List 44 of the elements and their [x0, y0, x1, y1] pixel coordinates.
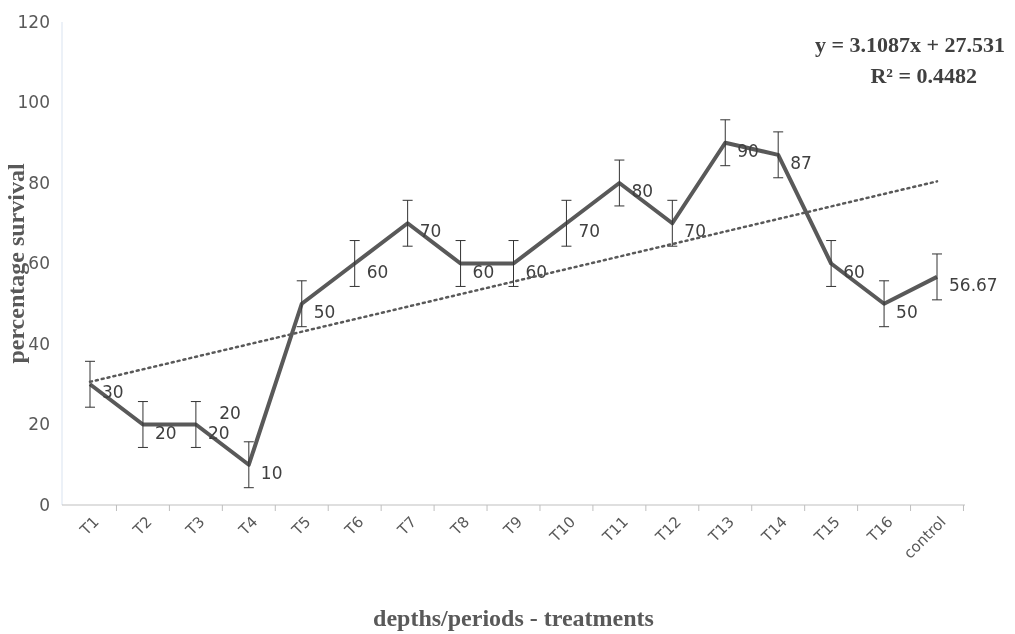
- x-tick-label: T10: [545, 512, 579, 547]
- data-label: 70: [419, 221, 442, 242]
- annotation: y = 3.1087x + 27.531: [814, 32, 1005, 57]
- data-label: 60: [366, 261, 389, 282]
- y-tick-label: 20: [28, 414, 50, 435]
- x-tick-label: T11: [598, 512, 632, 547]
- x-tick-label: T16: [863, 512, 897, 547]
- data-label: 10: [260, 462, 283, 483]
- y-tick-label: 100: [17, 92, 50, 113]
- x-tick-label: T9: [499, 512, 527, 540]
- data-label: 50: [896, 301, 918, 322]
- annotation: R² = 0.4482: [870, 63, 977, 88]
- data-label: 80: [631, 181, 654, 201]
- data-label: 30: [102, 382, 124, 403]
- data-label: 20: [207, 422, 230, 443]
- x-tick-label: T13: [704, 512, 738, 547]
- y-tick-label: 0: [39, 494, 50, 515]
- x-tick-label: T12: [651, 512, 685, 547]
- x-tick-label: T5: [287, 512, 315, 540]
- x-tick-label: T1: [75, 512, 103, 540]
- x-tick-label: T8: [446, 512, 474, 540]
- data-label: 70: [578, 221, 601, 242]
- annotation: 20: [219, 402, 241, 423]
- x-tick-label: T15: [810, 512, 844, 547]
- x-tick-label: T4: [234, 512, 262, 540]
- y-tick-label: 120: [17, 11, 50, 32]
- y-tick-label: 40: [28, 333, 50, 354]
- data-label: 20: [154, 422, 177, 443]
- y-tick-label: 60: [28, 253, 50, 274]
- data-label: 50: [313, 301, 336, 322]
- y-tick-label: 80: [28, 172, 50, 193]
- data-label: 60: [843, 261, 865, 282]
- data-label: 60: [525, 261, 548, 282]
- data-label: 87: [790, 152, 812, 173]
- y-axis-title: percentage survival: [3, 163, 29, 364]
- data-label: 56.67: [949, 274, 998, 295]
- x-tick-label: T14: [757, 512, 791, 547]
- x-tick-label: T3: [181, 512, 209, 540]
- x-tick-label: T6: [340, 512, 368, 540]
- x-tick-label: T7: [393, 512, 421, 540]
- data-label: 60: [472, 261, 495, 282]
- x-axis-title: depths/periods - treatments: [373, 605, 654, 631]
- data-label: 70: [684, 221, 706, 242]
- x-tick-label: T2: [128, 512, 156, 540]
